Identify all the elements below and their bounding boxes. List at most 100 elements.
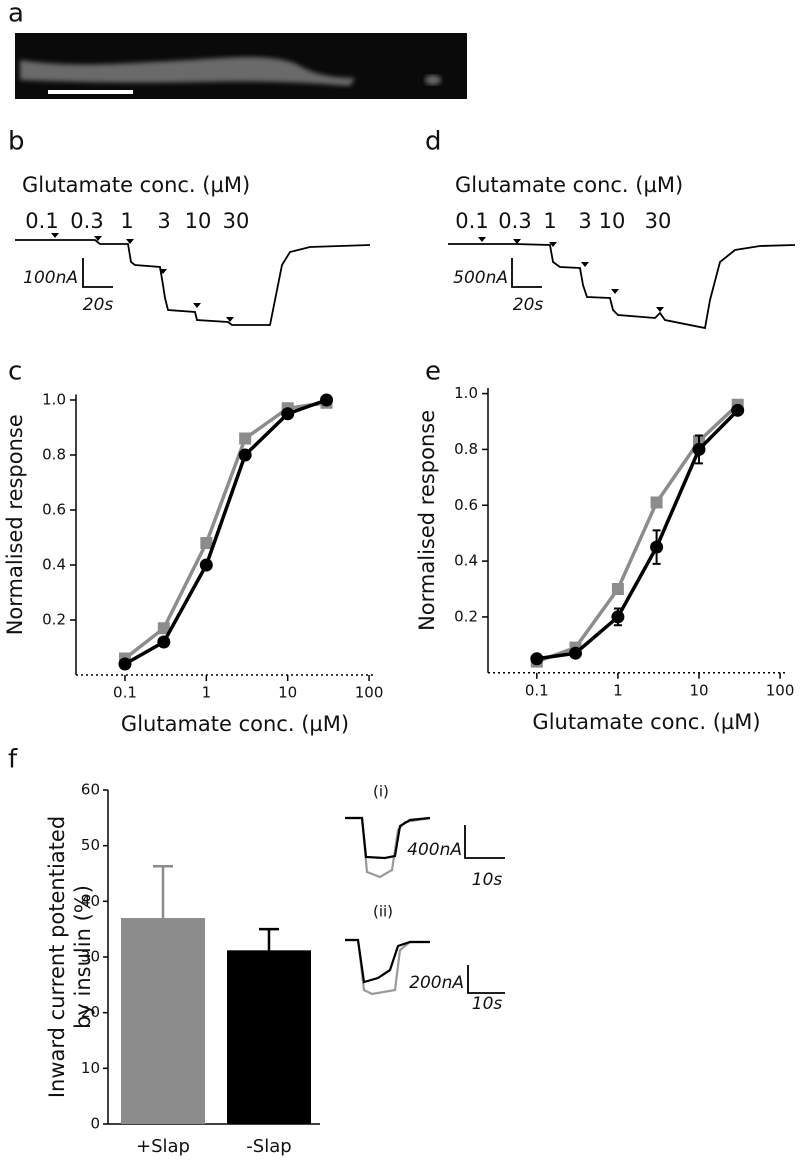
panel-label: b	[8, 127, 25, 157]
bar	[227, 950, 311, 1124]
inset-trace	[345, 938, 430, 984]
cell-image	[20, 57, 355, 86]
cell-image	[425, 75, 441, 85]
concentration-label: 1	[120, 209, 133, 233]
concentration-label: 10	[185, 209, 212, 233]
current-trace	[15, 239, 371, 326]
x-tick-label: 10	[278, 684, 297, 702]
data-point	[281, 407, 295, 421]
data-point	[530, 652, 544, 666]
data-point	[157, 622, 170, 635]
fit-curve	[123, 401, 327, 660]
scale-bar	[82, 258, 113, 288]
data-point	[118, 657, 132, 671]
data-point	[569, 646, 583, 660]
application-arrows	[51, 233, 234, 322]
x-tick-label: -Slap	[246, 1136, 291, 1157]
data-point	[650, 540, 664, 554]
x-axis-title: Glutamate conc. (µM)	[532, 710, 760, 734]
x-axis-title: Glutamate conc. (µM)	[121, 712, 349, 736]
data-point	[692, 442, 706, 456]
data-point	[239, 432, 252, 445]
scale-bar	[464, 825, 505, 859]
current-scale-label: 500nA	[453, 268, 508, 288]
data-point	[650, 496, 663, 509]
trace-title: Glutamate conc. (µM)	[22, 173, 250, 197]
bar	[121, 918, 205, 1124]
current-scale-label: 200nA	[409, 973, 464, 993]
y-tick-label: 0.8	[454, 440, 478, 458]
panel-label: a	[8, 0, 24, 29]
x-tick-label: 0.1	[113, 684, 137, 702]
y-tick-label: 0.6	[454, 496, 478, 514]
y-tick-label: 1.0	[454, 384, 478, 402]
y-tick-label: 0.2	[454, 607, 478, 625]
concentration-label: 0.3	[498, 209, 531, 233]
y-tick-label: 50	[81, 836, 100, 854]
data-point	[611, 610, 625, 624]
application-arrows	[478, 237, 664, 312]
time-scale-label: 10s	[472, 870, 503, 890]
panel-label: e	[425, 357, 441, 387]
error-bar	[153, 865, 173, 919]
concentration-label: 10	[599, 209, 626, 233]
data-point	[731, 403, 745, 417]
y-axis-title: by insulin (%)	[71, 885, 95, 1029]
panel-label: f	[8, 745, 18, 775]
x-tick-label: 0.1	[525, 681, 549, 699]
concentration-label: 0.1	[25, 209, 58, 233]
data-point	[199, 558, 213, 572]
concentration-label: 30	[645, 209, 672, 233]
concentration-label: 0.3	[70, 209, 103, 233]
y-tick-label: 0.2	[42, 611, 66, 629]
x-tick-label: +Slap	[136, 1136, 190, 1157]
current-scale-label: 400nA	[407, 840, 462, 860]
time-scale-label: 20s	[83, 295, 114, 315]
y-tick-label: 40	[81, 892, 100, 910]
x-tick-label: 1	[202, 684, 212, 702]
y-axis-title: Normalised response	[415, 410, 439, 631]
x-tick-label: 10	[689, 681, 708, 699]
data-point	[200, 537, 213, 549]
data-point	[320, 393, 334, 407]
panel-label: c	[8, 357, 22, 387]
y-tick-label: 0.6	[42, 501, 66, 519]
data-point	[238, 448, 252, 462]
y-tick-label: 0.4	[454, 552, 478, 570]
trace-title: Glutamate conc. (µM)	[455, 173, 683, 197]
y-axis-title: Normalised response	[3, 414, 27, 635]
fit-curve	[536, 403, 739, 664]
y-axis-title: Inward current potentiated	[45, 816, 69, 1098]
y-tick-label: 0.8	[42, 446, 66, 464]
current-scale-label: 100nA	[23, 268, 78, 288]
x-tick-label: 1	[613, 681, 623, 699]
concentration-label: 1	[543, 209, 556, 233]
concentration-label: 3	[578, 209, 591, 233]
y-tick-label: 30	[81, 948, 100, 966]
panel-label: d	[425, 127, 442, 157]
x-tick-label: 100	[766, 681, 795, 699]
fit-curve	[536, 409, 739, 661]
fit-curve	[124, 398, 328, 666]
data-point	[157, 635, 171, 649]
inset-label: (ii)	[373, 903, 393, 921]
concentration-label: 0.1	[455, 209, 488, 233]
inset-label: (i)	[373, 783, 389, 801]
current-trace	[448, 243, 796, 330]
error-bar	[259, 927, 279, 951]
scale-bar	[511, 258, 542, 288]
concentration-label: 30	[223, 209, 250, 233]
y-tick-label: 1.0	[42, 391, 66, 409]
y-tick-label: 0	[90, 1115, 100, 1133]
inset-trace	[345, 816, 431, 860]
scale-bar	[467, 965, 505, 994]
x-tick-label: 100	[355, 684, 384, 702]
concentration-label: 3	[157, 209, 170, 233]
y-tick-label: 60	[81, 781, 100, 799]
y-tick-label: 10	[81, 1059, 100, 1077]
time-scale-label: 10s	[472, 994, 503, 1014]
y-tick-label: 0.4	[42, 556, 66, 574]
time-scale-label: 20s	[513, 295, 544, 315]
data-point	[611, 583, 624, 595]
